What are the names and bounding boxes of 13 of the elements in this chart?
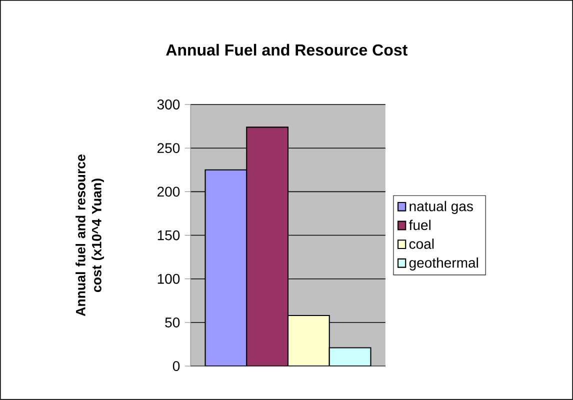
y-tick-label: 250 [157,143,180,154]
y-tick-label: 100 [158,274,180,284]
legend-label: fuel [409,220,430,230]
y-tick-label: 0 [172,361,180,372]
legend-label: coal [409,238,434,249]
chart-title: Annual Fuel and Resource Cost [166,44,408,56]
y-tick-label: 300 [157,100,180,110]
legend-label: geothermal [409,258,478,271]
y-tick-label: 150 [158,230,180,240]
y-tick-label: 50 [165,318,180,328]
y-axis-title: Annual fuel and resource cost (x10^4 Yuan) [76,154,104,316]
y-tick-label: 200 [157,186,180,197]
legend-label: natual gas [410,201,473,214]
